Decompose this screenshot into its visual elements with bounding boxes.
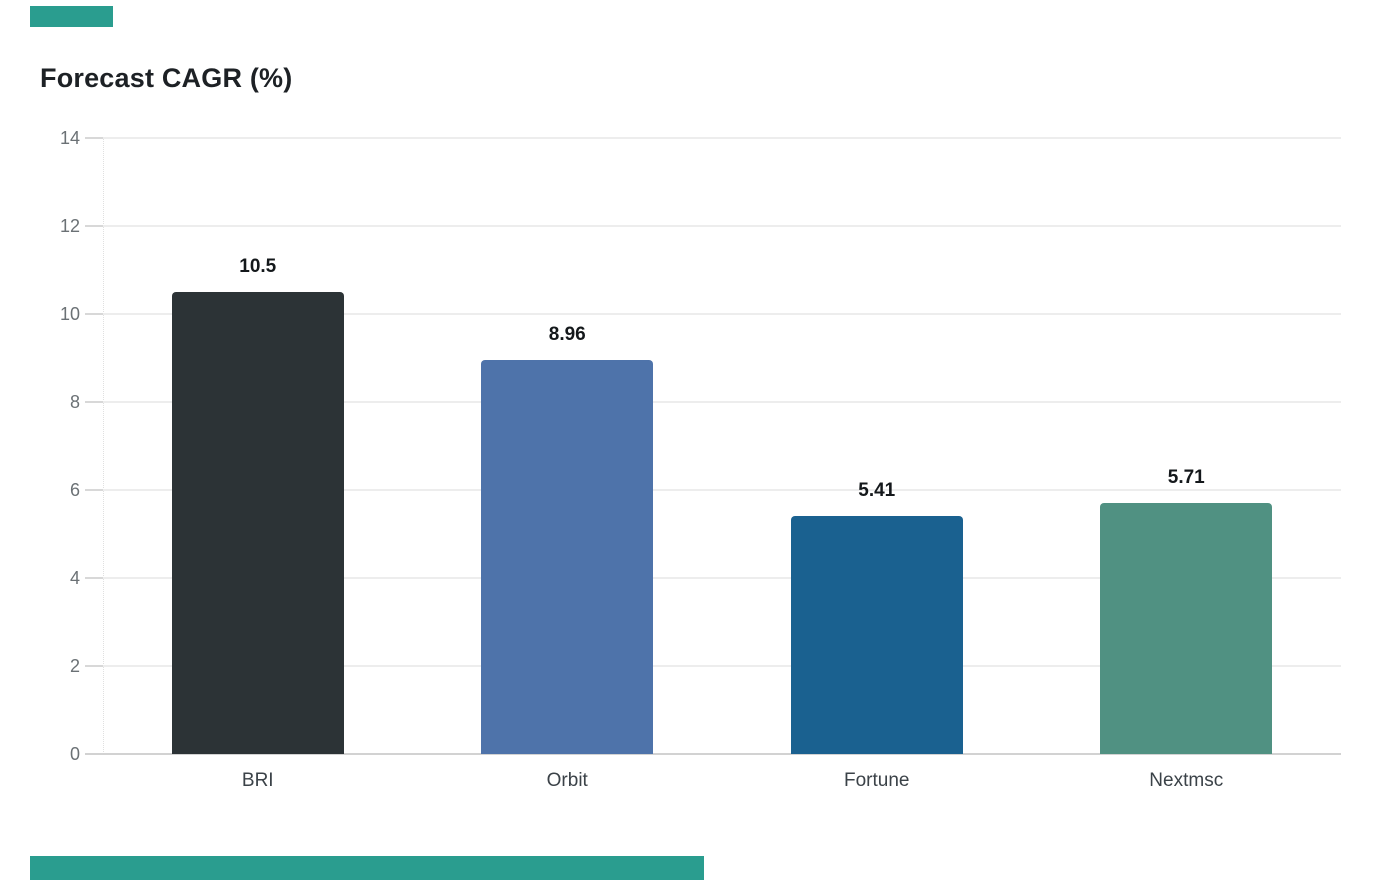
y-axis-tick-label: 2 xyxy=(69,656,80,676)
y-axis-tick-label: 0 xyxy=(69,744,80,764)
gridline xyxy=(103,577,1341,579)
y-axis-tick-label: 8 xyxy=(69,392,80,412)
y-axis-tick-label: 6 xyxy=(69,480,80,500)
y-axis-tick-label: 4 xyxy=(69,568,80,588)
bar-slot: 5.41 Fortune xyxy=(722,138,1032,791)
gridline xyxy=(103,665,1341,667)
y-axis-tick xyxy=(85,577,103,579)
bar-value-label: 5.41 xyxy=(858,479,896,501)
bar-slot: 5.71 Nextmsc xyxy=(1032,138,1342,791)
y-axis-line xyxy=(103,138,104,754)
bar-orbit[interactable] xyxy=(481,359,654,754)
x-axis-category-label: BRI xyxy=(241,770,274,791)
gridline xyxy=(103,313,1341,315)
gridline xyxy=(103,137,1341,139)
gridline xyxy=(103,225,1341,227)
gridline xyxy=(103,489,1341,491)
teal-accent-strip-bottom xyxy=(30,856,704,880)
y-axis-tick xyxy=(85,401,103,403)
x-axis-line xyxy=(85,753,1341,755)
plot-area: 10.5 BRI 8.96 Orbit 5.41 Fortune 5.71 Nextmsc xyxy=(85,137,1342,791)
y-axis-tick-label: 12 xyxy=(59,216,80,236)
x-axis-category-label: Nextmsc xyxy=(1149,770,1224,791)
bar-fortune[interactable] xyxy=(790,515,963,754)
y-axis-tick xyxy=(85,489,103,491)
y-axis-tick-label: 14 xyxy=(59,128,80,148)
y-axis-tick xyxy=(85,137,103,139)
bar-slot: 8.96 Orbit xyxy=(413,138,723,791)
teal-accent-block-top-left xyxy=(30,6,113,27)
x-axis-category-label: Orbit xyxy=(546,770,588,791)
bar-slot: 10.5 BRI xyxy=(103,138,413,791)
y-axis-tick xyxy=(85,225,103,227)
bar-nextmsc[interactable] xyxy=(1100,502,1273,754)
y-axis-tick-label: 10 xyxy=(59,304,80,324)
y-axis-tick xyxy=(85,313,103,315)
chart-title: Forecast CAGR (%) xyxy=(40,63,293,93)
bar-value-label: 5.71 xyxy=(1167,466,1205,488)
bar-value-label: 10.5 xyxy=(239,256,277,277)
bar-bri[interactable] xyxy=(171,292,344,754)
bar-value-label: 8.96 xyxy=(548,323,586,345)
gridline xyxy=(103,401,1341,403)
x-axis-category-label: Fortune xyxy=(844,770,910,791)
y-axis-tick xyxy=(85,665,103,667)
